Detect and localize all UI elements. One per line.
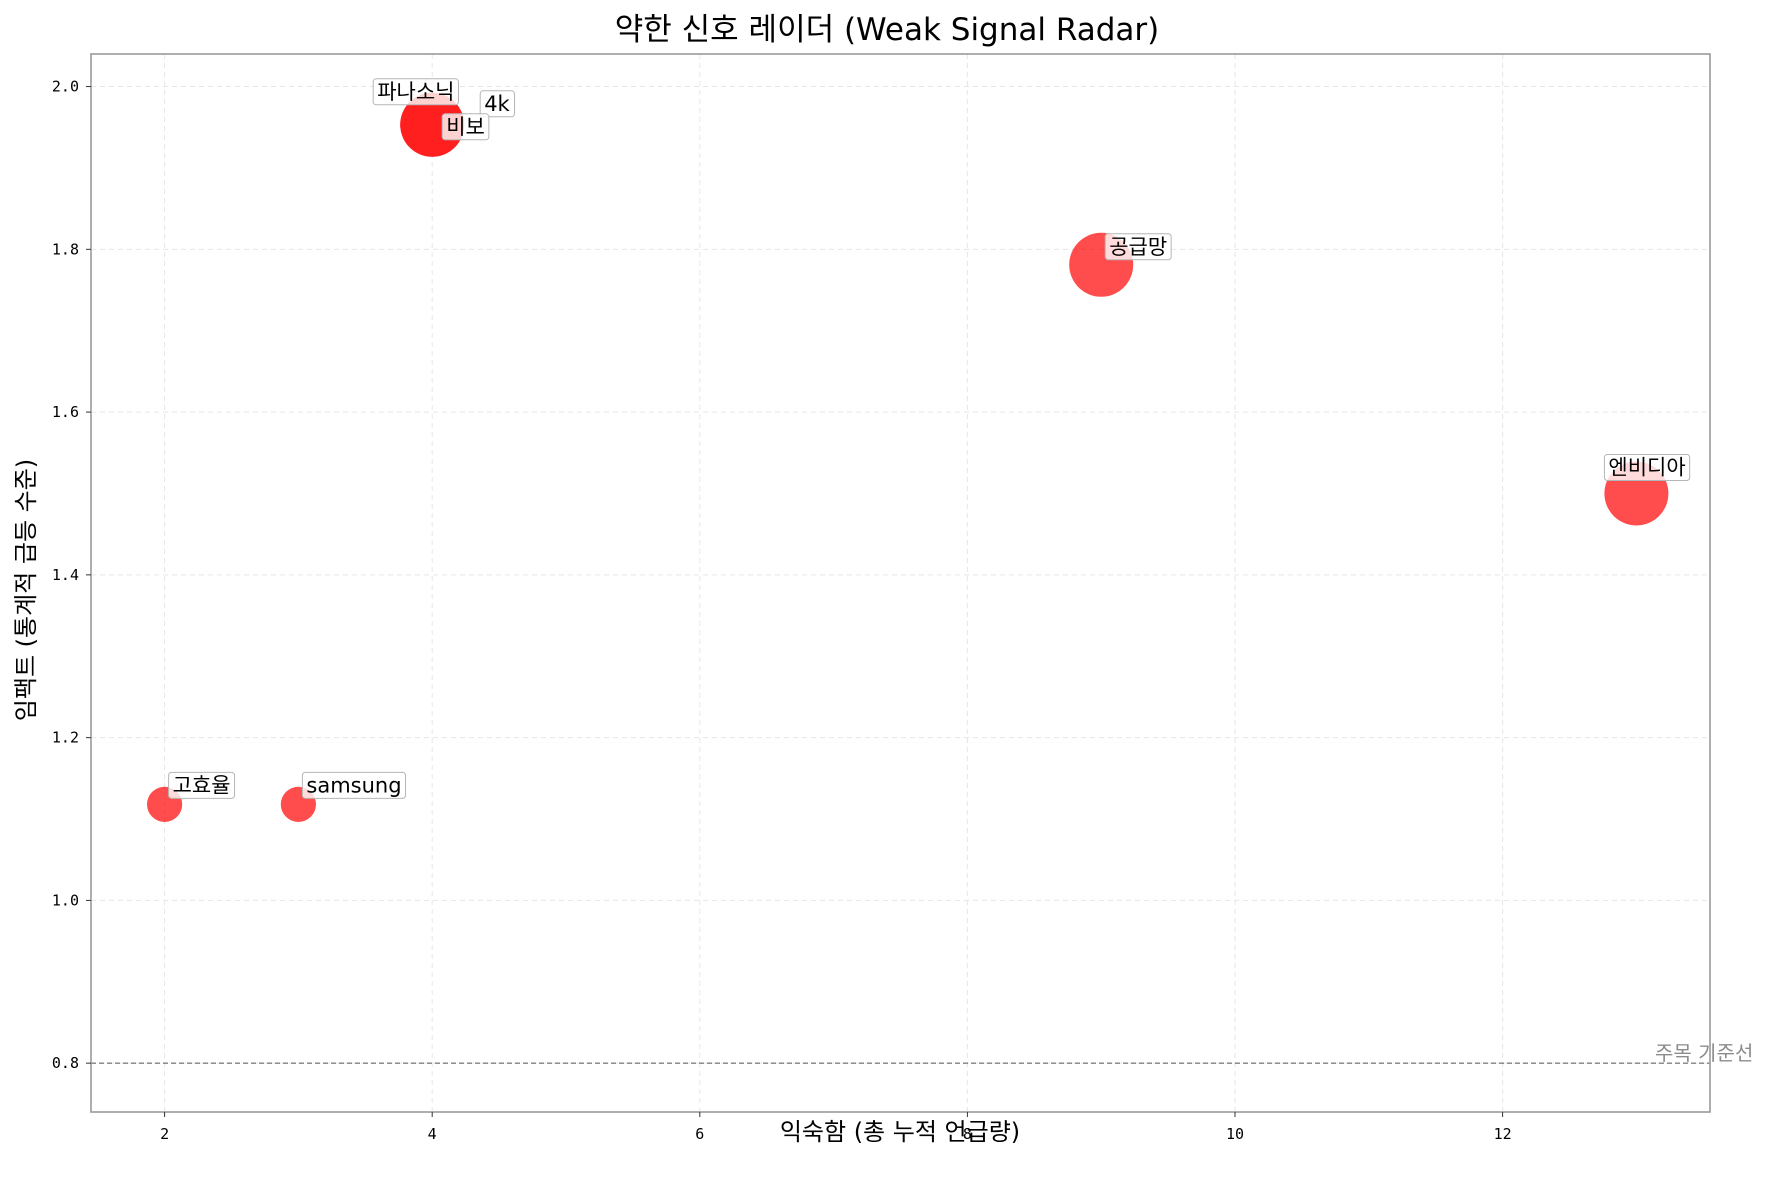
point-label-0: 파나소닉 [373,79,458,105]
plot-frame [91,54,1710,1112]
y-tick-label: 1.6 [52,403,79,421]
x-tick-label: 12 [1494,1125,1512,1143]
point-label-1: 4k [480,91,514,117]
y-tick-label: 2.0 [52,78,79,96]
y-tick-label: 1.4 [52,566,79,584]
grid-lines [91,54,1710,1112]
x-tick-label: 2 [160,1125,169,1143]
point-label-5: 고효율 [169,772,235,798]
point-label-4: 엔비디아 [1604,454,1689,480]
y-axis-label: 임팩트 (통계적 급등 수준) [12,459,40,721]
x-tick-label: 6 [695,1125,704,1143]
y-tick-label: 1.8 [52,240,79,258]
y-tick-label: 0.8 [52,1054,79,1072]
label-text: 공급망 [1109,235,1167,259]
y-tick-label: 1.2 [52,729,79,747]
label-text: samsung [306,773,401,797]
y-tick-label: 1.0 [52,891,79,909]
axis-ticks: 2 4 6 8 10 120.81.01.21.41.61.82.0 [52,78,1512,1143]
label-text: 고효율 [173,773,231,797]
threshold-layer: 주목 기준선 [91,1041,1753,1065]
label-text: 4k [484,92,510,116]
label-text: 엔비디아 [1608,455,1685,479]
chart-title: 약한 신호 레이더 (Weak Signal Radar) [615,12,1159,48]
x-axis-label: 익숙함 (총 누적 언급량) [780,1118,1020,1146]
data-points [147,93,1668,822]
label-text: 파나소닉 [377,80,454,104]
x-tick-label: 4 [428,1125,437,1143]
x-tick-label: 10 [1226,1125,1244,1143]
threshold-label: 주목 기준선 [1655,1041,1753,1065]
point-label-3: 공급망 [1105,234,1171,260]
point-label-6: samsung [302,772,405,798]
point-label-2: 비보 [442,114,489,140]
label-text: 비보 [446,115,485,139]
